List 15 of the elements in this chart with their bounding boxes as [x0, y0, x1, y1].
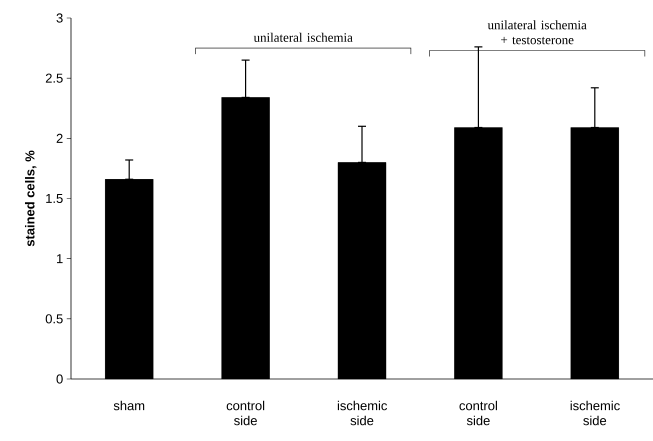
- annotation: unilateral ischemia: [254, 32, 353, 42]
- y-tick-label: 1.5: [46, 194, 63, 204]
- y-tick-label: 0.5: [46, 314, 63, 324]
- y-tick-label: 3: [56, 13, 63, 23]
- y-tick-label: 0: [56, 374, 63, 384]
- x-tick-label: ischemic side: [570, 400, 620, 426]
- x-tick-label: sham: [114, 400, 144, 410]
- y-tick-label: 2.5: [46, 74, 63, 83]
- y-tick-label: 2: [56, 134, 63, 143]
- y-axis-title: stained cells, %: [24, 150, 36, 246]
- annotation: unilateral ischemia + testosterone: [488, 20, 587, 44]
- y-tick-label: 1: [57, 254, 63, 264]
- x-tick-label: ischemic side: [338, 400, 388, 426]
- x-tick-label: control side: [226, 400, 264, 426]
- x-tick-label: control side: [460, 400, 497, 426]
